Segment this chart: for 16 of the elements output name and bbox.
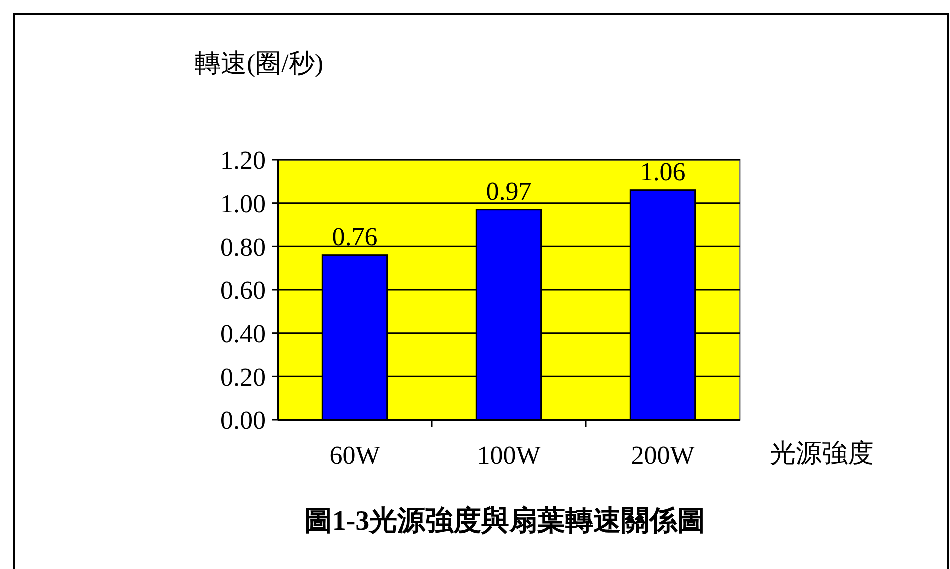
x-tick-label: 60W [330,441,381,470]
x-tick-label: 100W [477,441,542,470]
y-tick-label: 0.20 [220,362,266,392]
y-tick-label: 1.00 [220,189,266,218]
y-tick-label: 0.40 [220,319,266,348]
y-tick-label: 0.00 [220,406,266,436]
x-axis-title: 光源強度 [770,439,874,468]
data-label: 0.97 [486,176,532,206]
y-tick-label: 0.60 [220,276,266,306]
y-tick-label: 0.80 [220,232,266,262]
data-label: 1.06 [640,157,686,186]
y-tick-label: 1.20 [220,146,266,176]
data-label: 0.76 [332,222,378,252]
text: 圖1-3光源強度與扇葉轉速關係圖 [304,505,706,537]
y-axis-title: 轉速(圈/秒) [195,49,324,78]
x-tick-label: 200W [631,441,696,470]
